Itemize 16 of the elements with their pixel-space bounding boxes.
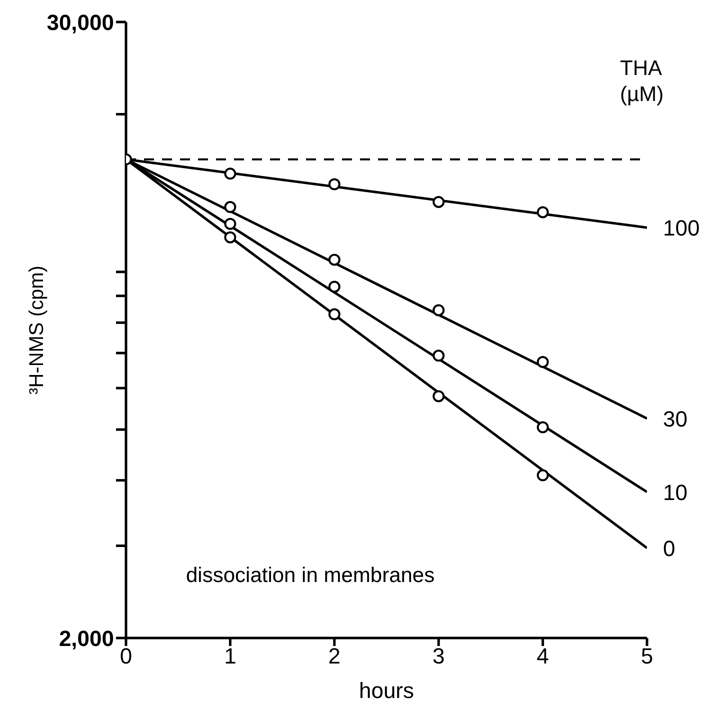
legend-title: THA (µM) <box>620 56 665 108</box>
series-label: 0 <box>663 536 676 562</box>
y-axis-title: ³H-NMS (cpm) <box>26 266 48 394</box>
series-label: 10 <box>663 480 688 505</box>
y-tick-label: 2,000 <box>58 626 114 651</box>
x-tick-label: 0 <box>120 644 132 669</box>
y-tick-label: 30,000 <box>46 10 114 35</box>
x-tick-label: 4 <box>536 644 549 669</box>
x-tick-label: 3 <box>432 644 445 669</box>
x-tick-label: 1 <box>224 644 236 669</box>
series-label: 30 <box>663 406 688 432</box>
x-axis-title: hours <box>358 678 414 703</box>
x-tick-label: 2 <box>328 644 341 669</box>
annotation: dissociation in membranes <box>186 564 435 588</box>
series-label: 100 <box>663 216 700 241</box>
x-tick-label: 5 <box>640 644 654 669</box>
